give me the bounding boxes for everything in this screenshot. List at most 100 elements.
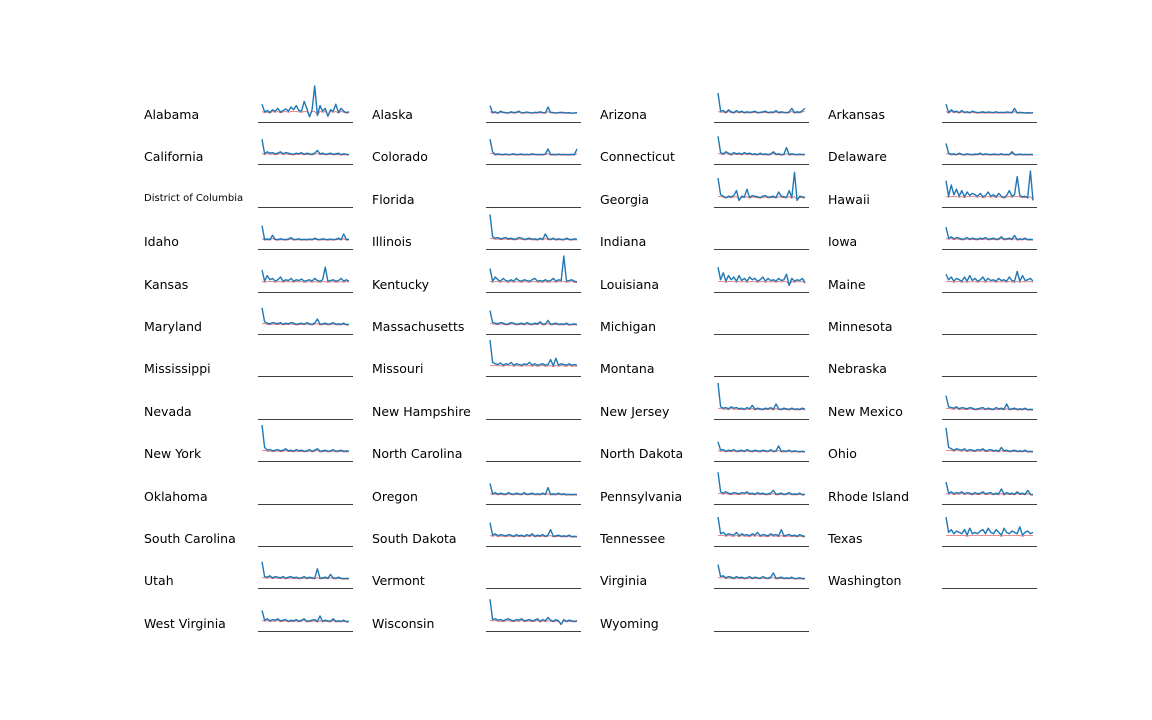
panel-sparkline: [714, 136, 809, 166]
panel-series-line: [717, 136, 806, 156]
panel-label: Texas: [828, 531, 863, 546]
panel-label: Alabama: [144, 107, 200, 122]
panel-label: Nevada: [144, 403, 192, 419]
panel-sparkline: [942, 516, 1037, 547]
panel-sparkline: [942, 376, 1037, 378]
panel-series-line: [261, 425, 350, 453]
panel-label: Oregon: [372, 488, 418, 504]
panel-label: North Dakota: [600, 446, 684, 462]
panel-series-line: [945, 170, 1034, 201]
panel-label: Indiana: [600, 234, 647, 250]
panel-series-line: [489, 482, 578, 495]
panel-sparkline: [486, 588, 581, 590]
panel-sparkline: [258, 610, 353, 632]
panel-secondary-line: [945, 238, 1034, 241]
panel-secondary-line: [490, 365, 578, 368]
panel-label: New Jersey: [600, 403, 670, 419]
panel-label: West Virginia: [144, 615, 226, 631]
panel-sparkline: [942, 270, 1037, 293]
panel-label: Wisconsin: [372, 615, 435, 631]
panel-sparkline: [258, 425, 353, 463]
panel-secondary-line: [261, 153, 350, 157]
panel-series-line: [717, 171, 806, 201]
panel-secondary-line: [946, 450, 1034, 453]
panel-secondary-line: [489, 492, 578, 496]
panel-label: Kansas: [144, 276, 189, 292]
panel-label: Vermont: [372, 573, 425, 589]
panel-sparkline: [258, 266, 353, 293]
panel-label: Illinois: [372, 234, 412, 250]
panel-series-line: [945, 227, 1034, 241]
panel-label: Montana: [600, 361, 655, 377]
panel-series-line: [261, 562, 350, 580]
panel-series-line: [261, 139, 350, 156]
panel-series-line: [717, 441, 806, 453]
panel-secondary-line: [946, 407, 1034, 411]
panel-secondary-line: [946, 535, 1033, 537]
panel-sparkline: [942, 170, 1037, 208]
panel-sparkline: [714, 249, 809, 251]
panel-sparkline: [714, 564, 809, 590]
panel-label: Ohio: [828, 446, 857, 462]
panel-series-line: [945, 270, 1034, 282]
panel-label: Utah: [144, 573, 174, 589]
panel-series-line: [261, 610, 350, 623]
panel-label: Tennessee: [600, 531, 666, 546]
panel-series-line: [489, 254, 578, 283]
panel-label: Maine: [828, 276, 866, 292]
panel-sparkline: [258, 307, 353, 335]
panel-label: California: [144, 149, 204, 165]
panel-sparkline: [486, 206, 581, 208]
panel-sparkline: [486, 461, 581, 463]
panel-sparkline: [486, 598, 581, 632]
panel-label: South Dakota: [372, 531, 457, 546]
panel-sparkline: [258, 139, 353, 166]
panel-series-line: [717, 564, 806, 580]
panel-secondary-line: [261, 280, 350, 283]
panel-series-line: [261, 266, 350, 282]
panel-secondary-line: [717, 577, 806, 580]
panel-series-line: [717, 92, 806, 114]
panel-series-line: [945, 481, 1034, 495]
panel-sparkline: [714, 266, 809, 293]
panel-label: Mississippi: [144, 361, 211, 377]
panel-series-line: [717, 471, 806, 495]
panel-label: Alaska: [372, 107, 413, 122]
panel-sparkline: [486, 139, 581, 166]
panel-series-line: [945, 516, 1034, 536]
panel-secondary-line: [717, 450, 806, 453]
panel-label: Minnesota: [828, 319, 893, 334]
panel-secondary-line: [945, 195, 1034, 200]
panel-sparkline: [258, 546, 353, 547]
panel-secondary-line: [262, 323, 350, 326]
panel-series-line: [261, 307, 350, 326]
panel-label: Idaho: [144, 234, 179, 250]
panel-sparkline: [486, 482, 581, 505]
panel-series-line: [945, 103, 1034, 114]
panel-secondary-line: [262, 450, 350, 453]
panel-secondary-line: [718, 492, 806, 496]
panel-label: Pennsylvania: [600, 488, 683, 504]
panel-label: North Carolina: [372, 446, 463, 462]
panel-series-line: [489, 340, 578, 367]
panel-label: Georgia: [600, 191, 650, 207]
panel-series-line: [489, 598, 578, 625]
panel-label: Florida: [372, 191, 415, 207]
panel-label: Colorado: [372, 149, 428, 165]
panel-sparkline: [714, 376, 809, 378]
panel-sparkline: [942, 588, 1037, 590]
panel-series-line: [717, 266, 806, 286]
panel-sparkline: [258, 418, 353, 420]
panel-secondary-line: [718, 280, 806, 286]
panel-series-line: [489, 310, 578, 326]
panel-series-line: [261, 225, 350, 241]
panel-secondary-line: [489, 535, 578, 538]
panel-label: Virginia: [600, 573, 648, 589]
panel-label: Kentucky: [372, 276, 430, 292]
panel-series-line: [945, 395, 1034, 411]
panel-secondary-line: [945, 492, 1034, 496]
panel-label: District of Columbia: [144, 192, 244, 204]
panel-sparkline: [942, 334, 1037, 335]
panel-label: Massachusetts: [372, 319, 465, 334]
